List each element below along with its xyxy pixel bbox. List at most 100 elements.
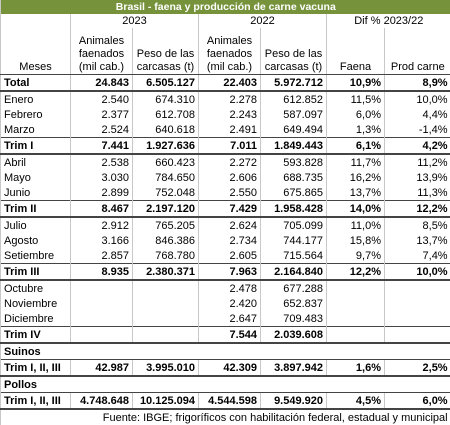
cell: 2.647 xyxy=(199,311,261,327)
cell: Marzo xyxy=(1,122,71,138)
cell: 709.483 xyxy=(261,311,327,327)
title-row: Brasil - faena y producción de carne vac… xyxy=(1,0,450,14)
cell: 11,0% xyxy=(327,217,385,233)
cell: 2.606 xyxy=(199,170,261,185)
cell: 784.650 xyxy=(133,170,199,185)
cell: 2.605 xyxy=(199,248,261,264)
cell: 4.748.648 xyxy=(71,393,133,410)
cell: 2.912 xyxy=(71,217,133,233)
cell: Febrero xyxy=(1,107,71,122)
section-row: Suinos xyxy=(1,343,450,360)
cell: 2.734 xyxy=(199,233,261,248)
source-row: Fuente: IBGE; frigoríficos con habilitac… xyxy=(1,409,450,425)
cell: 1,6% xyxy=(327,360,385,377)
cell: Total xyxy=(1,75,71,92)
cell: 2.243 xyxy=(199,107,261,122)
cell: 9.549.920 xyxy=(261,393,327,410)
cell: 7.011 xyxy=(199,138,261,155)
cell xyxy=(133,280,199,296)
cell: Octubre xyxy=(1,280,71,296)
cell: 2023 xyxy=(71,14,199,28)
cell: 2.491 xyxy=(199,122,261,138)
cell: Suinos xyxy=(1,343,450,360)
cell: 752.048 xyxy=(133,185,199,201)
cell: 768.780 xyxy=(133,248,199,264)
cell: 652.837 xyxy=(261,296,327,311)
cell: 6,0% xyxy=(385,393,450,410)
cell: 24.843 xyxy=(71,75,133,92)
cell: 9,7% xyxy=(327,248,385,264)
cell: 2.524 xyxy=(71,122,133,138)
cell xyxy=(327,311,385,327)
cell: 11,3% xyxy=(385,185,450,201)
cell: 10.125.094 xyxy=(133,393,199,410)
cell: Julio xyxy=(1,217,71,233)
cell xyxy=(385,327,450,344)
cell: 2.899 xyxy=(71,185,133,201)
cell: 4.544.598 xyxy=(199,393,261,410)
cell: 612.852 xyxy=(261,91,327,107)
cell: 593.828 xyxy=(261,154,327,170)
cell xyxy=(327,296,385,311)
cell: 6,0% xyxy=(327,107,385,122)
cell: Trim III xyxy=(1,264,71,281)
cell: 7.963 xyxy=(199,264,261,281)
cell: 3.166 xyxy=(71,233,133,248)
cell xyxy=(385,296,450,311)
cell: Brasil - faena y producción de carne vac… xyxy=(1,0,450,14)
cell: Trim II xyxy=(1,201,71,218)
cell: 2.164.840 xyxy=(261,264,327,281)
cell: 846.386 xyxy=(133,233,199,248)
section-row: Pollos xyxy=(1,376,450,393)
cell: 10,0% xyxy=(385,91,450,107)
cell: 1.849.443 xyxy=(261,138,327,155)
cell: 744.177 xyxy=(261,233,327,248)
cell xyxy=(385,280,450,296)
cell: 688.735 xyxy=(261,170,327,185)
cell: 4,4% xyxy=(385,107,450,122)
cell xyxy=(71,280,133,296)
cell: 15,8% xyxy=(327,233,385,248)
cell: 715.564 xyxy=(261,248,327,264)
cell: 1.958.428 xyxy=(261,201,327,218)
cell: 6.505.127 xyxy=(133,75,199,92)
cell: 4,5% xyxy=(327,393,385,410)
cell: Fuente: IBGE; frigoríficos con habilitac… xyxy=(1,409,450,425)
cell: 587.097 xyxy=(261,107,327,122)
cell xyxy=(71,311,133,327)
cell: 2.478 xyxy=(199,280,261,296)
cell: 8.467 xyxy=(71,201,133,218)
cell: Trim IV xyxy=(1,327,71,344)
cell: -1,4% xyxy=(385,122,450,138)
cell xyxy=(133,327,199,344)
cell: 14,0% xyxy=(327,201,385,218)
cell: 8.935 xyxy=(71,264,133,281)
cell: 3.897.942 xyxy=(261,360,327,377)
cell: 7,4% xyxy=(385,248,450,264)
cell xyxy=(385,311,450,327)
cell: Noviembre xyxy=(1,296,71,311)
cell: 10,9% xyxy=(327,75,385,92)
cell: 4,2% xyxy=(385,138,450,155)
cell: 2.538 xyxy=(71,154,133,170)
cell: 2.540 xyxy=(71,91,133,107)
cell: 13,7% xyxy=(327,185,385,201)
cell: Animales faenados (mil cab.) xyxy=(71,28,133,75)
cell: Pollos xyxy=(1,376,450,393)
cell: 2.272 xyxy=(199,154,261,170)
cell: 660.423 xyxy=(133,154,199,170)
